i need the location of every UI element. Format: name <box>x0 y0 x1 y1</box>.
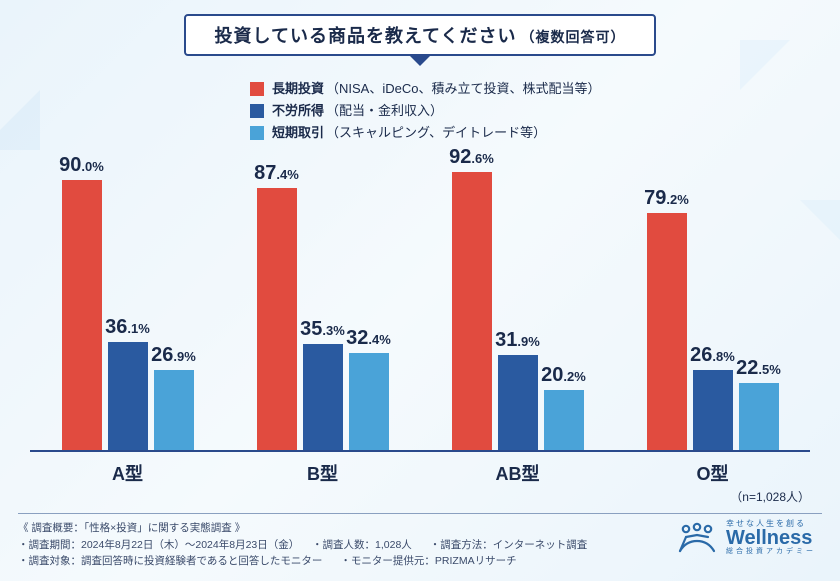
footer: 《 調査概要：「性格×投資」に関する実態調査 》 ・調査期間：2024年8月22… <box>18 513 822 569</box>
survey-row: ・調査対象：調査回答時に投資経験者であると回答したモニター ・モニター提供元：PR… <box>18 553 605 569</box>
survey-title: 《 調査概要：「性格×投資」に関する実態調査 》 <box>18 520 605 536</box>
brand-name: Wellness <box>726 528 816 548</box>
legend-swatch <box>250 126 264 140</box>
bar: 36.1% <box>108 342 148 450</box>
survey-cell: ・調査対象：調査回答時に投資経験者であると回答したモニター <box>18 555 322 567</box>
legend-item: 短期取引（スキャルピング、デイトレード等） <box>250 122 840 144</box>
survey-cell: ・調査期間：2024年8月22日（木）〜2024年8月23日（金） <box>18 539 294 551</box>
legend-swatch <box>250 82 264 96</box>
title-main: 投資している商品を教えてください <box>214 26 516 46</box>
wellness-people-icon <box>676 521 718 555</box>
bar-value-label: 22.5% <box>736 357 781 380</box>
x-axis-labels: A型 B型 AB型 O型 <box>30 460 810 486</box>
legend-label: 短期取引 <box>272 122 324 144</box>
legend-note: （配当・金利収入） <box>326 100 443 122</box>
brand-logo: 幸せな人生を創る Wellness 総合投資アカデミー <box>676 520 822 555</box>
legend-label: 長期投資 <box>272 78 324 100</box>
x-axis-label: A型 <box>48 460 208 486</box>
legend-swatch <box>250 104 264 118</box>
bar-value-label: 90.0% <box>59 154 104 177</box>
bar-value-label: 87.4% <box>254 162 299 185</box>
survey-info: 《 調査概要：「性格×投資」に関する実態調査 》 ・調査期間：2024年8月22… <box>18 520 605 569</box>
bar: 31.9% <box>498 355 538 451</box>
bar-value-label: 26.9% <box>151 344 196 367</box>
legend-item: 不労所得（配当・金利収入） <box>250 100 840 122</box>
bar-group: 90.0%36.1%26.9% <box>48 180 208 450</box>
bar-group: 87.4%35.3%32.4% <box>243 188 403 450</box>
bar-chart: 90.0%36.1%26.9%87.4%35.3%32.4%92.6%31.9%… <box>30 152 810 452</box>
bar-group: 79.2%26.8%22.5% <box>633 213 793 451</box>
bar: 90.0% <box>62 180 102 450</box>
bar-group: 92.6%31.9%20.2% <box>438 172 598 450</box>
bar-value-label: 79.2% <box>644 187 689 210</box>
bar: 20.2% <box>544 390 584 451</box>
bar-value-label: 92.6% <box>449 146 494 169</box>
title-sub: （複数回答可） <box>521 29 626 45</box>
bar: 35.3% <box>303 344 343 450</box>
survey-cell: ・調査人数：1,028人 <box>312 539 412 551</box>
bar-value-label: 31.9% <box>495 329 540 352</box>
bar: 26.9% <box>154 370 194 451</box>
bar: 79.2% <box>647 213 687 451</box>
title-container: 投資している商品を教えてください （複数回答可） <box>0 0 840 56</box>
bar: 22.5% <box>739 383 779 451</box>
legend-note: （スキャルピング、デイトレード等） <box>326 122 546 144</box>
bar-value-label: 36.1% <box>105 316 150 339</box>
bar: 32.4% <box>349 353 389 450</box>
bar-value-label: 32.4% <box>346 327 391 350</box>
bar-value-label: 20.2% <box>541 364 586 387</box>
legend-note: （NISA、iDeCo、積み立て投資、株式配当等） <box>326 78 600 100</box>
x-axis-label: B型 <box>243 460 403 486</box>
sample-size-note: （n=1,028人） <box>0 488 810 505</box>
bar-value-label: 26.8% <box>690 344 735 367</box>
survey-row: ・調査期間：2024年8月22日（木）〜2024年8月23日（金） ・調査人数：1… <box>18 537 605 553</box>
survey-cell: ・モニター提供元：PRIZMAリサーチ <box>340 555 516 567</box>
bar: 92.6% <box>452 172 492 450</box>
legend-label: 不労所得 <box>272 100 324 122</box>
bar-value-label: 35.3% <box>300 318 345 341</box>
bar: 87.4% <box>257 188 297 450</box>
x-axis-label: O型 <box>633 460 793 486</box>
brand-text: 幸せな人生を創る Wellness 総合投資アカデミー <box>726 520 816 555</box>
survey-cell: ・調査方法：インターネット調査 <box>430 539 588 551</box>
brand-sub: 総合投資アカデミー <box>726 548 816 555</box>
x-axis-label: AB型 <box>438 460 598 486</box>
bar: 26.8% <box>693 370 733 450</box>
chart-title: 投資している商品を教えてください （複数回答可） <box>184 14 655 56</box>
